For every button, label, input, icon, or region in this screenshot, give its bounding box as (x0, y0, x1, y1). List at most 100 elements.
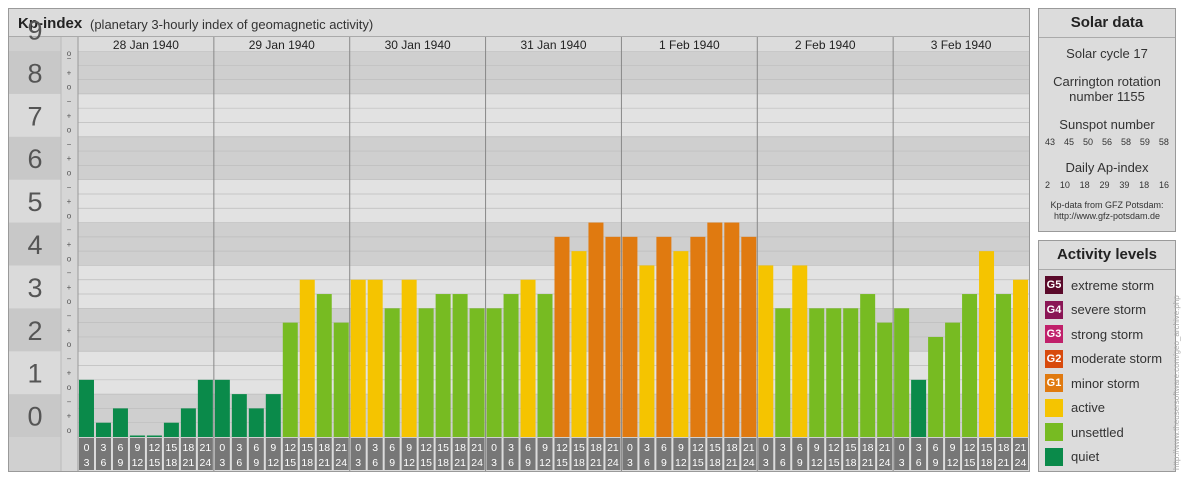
kp-bar (860, 294, 876, 437)
hour-cell (843, 438, 859, 470)
hour-start-label: 0 (899, 442, 905, 454)
kp-bar (894, 308, 910, 437)
watermark-text: http://www.theusersoftware.com/geo_archi… (1172, 295, 1181, 470)
hour-end-label: 21 (454, 457, 466, 469)
hour-start-label: 18 (862, 442, 874, 454)
kp-bar (809, 308, 825, 437)
hour-cell (537, 438, 553, 470)
y-band (9, 265, 61, 309)
kp-bar (554, 236, 570, 437)
day-label: 30 Jan 1940 (385, 38, 451, 52)
solar-data-panel: Solar data Solar cycle 17 Carrington rot… (1038, 8, 1176, 232)
hour-end-label: 12 (947, 457, 959, 469)
kp-bar (333, 322, 349, 437)
minor-tick-label: o (67, 340, 72, 349)
minor-tick-label: o (67, 297, 72, 306)
legend-item: G4 severe storm (1045, 300, 1146, 320)
source-line-1: Kp-data from GFZ Potsdam: (1050, 200, 1164, 210)
hour-end-label: 12 (132, 457, 144, 469)
hour-end-label: 6 (780, 457, 786, 469)
kp-bar (588, 222, 604, 437)
hour-start-label: 3 (780, 442, 786, 454)
hour-end-label: 21 (183, 457, 195, 469)
hour-start-label: 21 (743, 442, 755, 454)
kp-bar (163, 422, 179, 437)
minor-tick-label: o (67, 83, 72, 92)
ap-value: 10 (1059, 180, 1070, 190)
hour-cell (690, 438, 706, 470)
hour-end-label: 12 (267, 457, 279, 469)
hour-end-label: 6 (101, 457, 107, 469)
legend-item: quiet (1045, 447, 1099, 467)
kp-bar (673, 251, 689, 437)
hour-cell (775, 438, 791, 470)
hour-cell (299, 438, 315, 470)
minor-tick-label: o (67, 169, 72, 178)
minor-tick-label: + (67, 68, 72, 77)
ap-value: 18 (1139, 180, 1150, 190)
hour-cell (129, 438, 145, 470)
kp-bar (877, 322, 893, 437)
y-band (9, 308, 61, 352)
hour-end-label: 3 (627, 457, 633, 469)
kp-bar (979, 251, 995, 437)
ap-label: Daily Ap-index (1065, 160, 1149, 175)
hour-start-label: 3 (101, 442, 107, 454)
hour-end-label: 9 (525, 457, 531, 469)
band (78, 222, 1029, 266)
activity-panel-title: Activity levels (1039, 241, 1175, 270)
legend-item: active (1045, 398, 1105, 418)
hour-start-label: 21 (200, 442, 212, 454)
kp-bar (639, 265, 655, 437)
sunspot-values: 43 45 50 56 58 59 58 (1039, 137, 1175, 147)
hour-cell (860, 438, 876, 470)
minor-tick-label: − (67, 183, 72, 192)
hour-end-label: 24 (607, 457, 619, 469)
kp-bar (962, 294, 978, 437)
hour-start-label: 9 (270, 442, 276, 454)
hour-end-label: 3 (491, 457, 497, 469)
hour-start-label: 3 (916, 442, 922, 454)
kp-bar (520, 279, 536, 437)
legend-item: unsettled (1045, 422, 1124, 442)
hour-cell (214, 438, 230, 470)
hour-cell (197, 438, 213, 470)
kp-bar (248, 408, 264, 437)
kp-chart-panel: Kp-index (planetary 3-hourly index of ge… (8, 8, 1030, 472)
legend-label: severe storm (1071, 302, 1147, 317)
kp-bar (996, 294, 1012, 437)
hour-cell (231, 438, 247, 470)
hour-end-label: 3 (899, 457, 905, 469)
hour-cell (1013, 438, 1028, 470)
hour-cell (452, 438, 468, 470)
sunspot-value: 58 (1120, 137, 1131, 147)
hour-end-label: 18 (845, 457, 857, 469)
hour-start-label: 3 (372, 442, 378, 454)
y-band (9, 222, 61, 266)
minor-tick-label: + (67, 111, 72, 120)
hour-start-label: 18 (454, 442, 466, 454)
hour-end-label: 18 (709, 457, 721, 469)
hour-end-label: 6 (508, 457, 514, 469)
legend-swatch (1045, 423, 1063, 441)
hour-cell (486, 438, 502, 470)
hour-cell (554, 438, 570, 470)
hour-end-label: 24 (200, 457, 212, 469)
hour-cell (282, 438, 298, 470)
solar-panel-title: Solar data (1039, 9, 1175, 38)
kp-bar (690, 236, 706, 437)
hour-cell (894, 438, 910, 470)
hour-start-label: 21 (471, 442, 483, 454)
hour-cell (401, 438, 417, 470)
hour-cell (571, 438, 587, 470)
hour-end-label: 15 (692, 457, 704, 469)
hour-cell (180, 438, 196, 470)
hour-cell (469, 438, 485, 470)
hour-end-label: 9 (253, 457, 259, 469)
day-label: 31 Jan 1940 (520, 38, 586, 52)
hour-end-label: 21 (590, 457, 602, 469)
hour-end-label: 6 (916, 457, 922, 469)
kp-bar (622, 236, 638, 437)
kp-bar (486, 308, 502, 437)
sunspot-value: 43 (1045, 137, 1056, 147)
